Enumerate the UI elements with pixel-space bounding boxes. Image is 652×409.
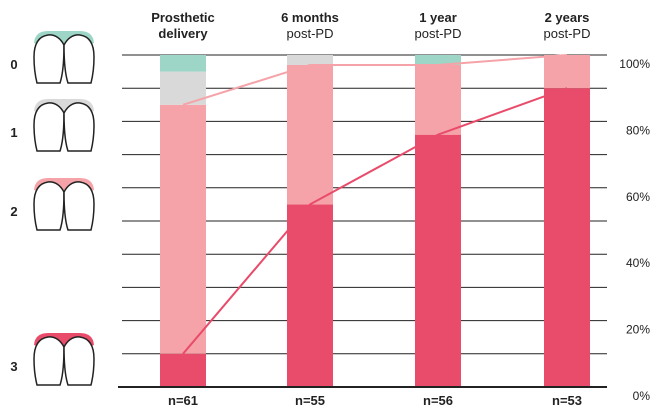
tooth-left — [33, 336, 65, 386]
bar-segment-score-2 — [287, 64, 333, 205]
category-label-line1: 6 months — [281, 10, 339, 25]
y-tick-label: 40% — [626, 256, 650, 270]
bar-segment-score-0 — [160, 55, 206, 72]
teeth-gingiva-2-icon — [33, 178, 95, 231]
tooth-right — [63, 102, 95, 152]
y-tick-label: 20% — [626, 323, 650, 337]
sample-size-label: n=61 — [168, 393, 198, 408]
bar-segment-score-1 — [287, 55, 333, 65]
category-label-line1: Prosthetic — [151, 10, 215, 25]
bar-segment-score-2 — [415, 64, 461, 135]
sample-size-label: n=53 — [552, 393, 582, 408]
tooth-left — [33, 34, 65, 84]
y-tick-label: 80% — [626, 123, 650, 137]
y-tick-label: 0% — [633, 389, 651, 403]
category-label-line2: post-PD — [415, 26, 462, 41]
category-label-line1: 1 year — [419, 10, 457, 25]
sample-size-label: n=55 — [295, 393, 325, 408]
connector-line-score-3 — [182, 87, 568, 355]
bar-segment-score-2 — [160, 104, 206, 354]
y-tick-label: 100% — [619, 57, 650, 71]
category-label-line2: post-PD — [544, 26, 591, 41]
bars — [160, 55, 590, 387]
category-label-line2: delivery — [158, 26, 208, 41]
gingiva-score-label: 1 — [10, 125, 17, 140]
gingiva-score-label: 3 — [10, 359, 17, 374]
bar-segment-score-0 — [415, 55, 461, 65]
bar-segment-score-2 — [544, 55, 590, 89]
teeth-gingiva-3-icon — [33, 333, 95, 386]
category-label-line1: 2 years — [545, 10, 590, 25]
sample-size-label: n=56 — [423, 393, 453, 408]
legend: 0 1 2 3 — [10, 31, 95, 386]
bar-segment-score-3 — [287, 204, 333, 387]
tooth-right — [63, 181, 95, 231]
tooth-left — [33, 102, 65, 152]
sample-size-labels: n=61 n=55 n=56 n=53 — [168, 393, 582, 408]
bar-segment-score-3 — [544, 88, 590, 387]
tooth-right — [63, 336, 95, 386]
bar-segment-score-3 — [415, 134, 461, 387]
y-tick-labels: 0% 20% 40% 60% 80% 100% — [619, 57, 650, 403]
gingiva-score-label: 0 — [10, 57, 17, 72]
teeth-gingiva-0-icon — [33, 31, 95, 84]
connector-line-score-2 — [182, 54, 568, 106]
tooth-left — [33, 181, 65, 231]
y-tick-label: 60% — [626, 190, 650, 204]
connector-lines — [182, 54, 568, 355]
bar-segment-score-3 — [160, 353, 206, 387]
teeth-gingiva-1-icon — [33, 99, 95, 152]
tooth-right — [63, 34, 95, 84]
gingiva-score-label: 2 — [10, 204, 17, 219]
category-label-line2: post-PD — [287, 26, 334, 41]
